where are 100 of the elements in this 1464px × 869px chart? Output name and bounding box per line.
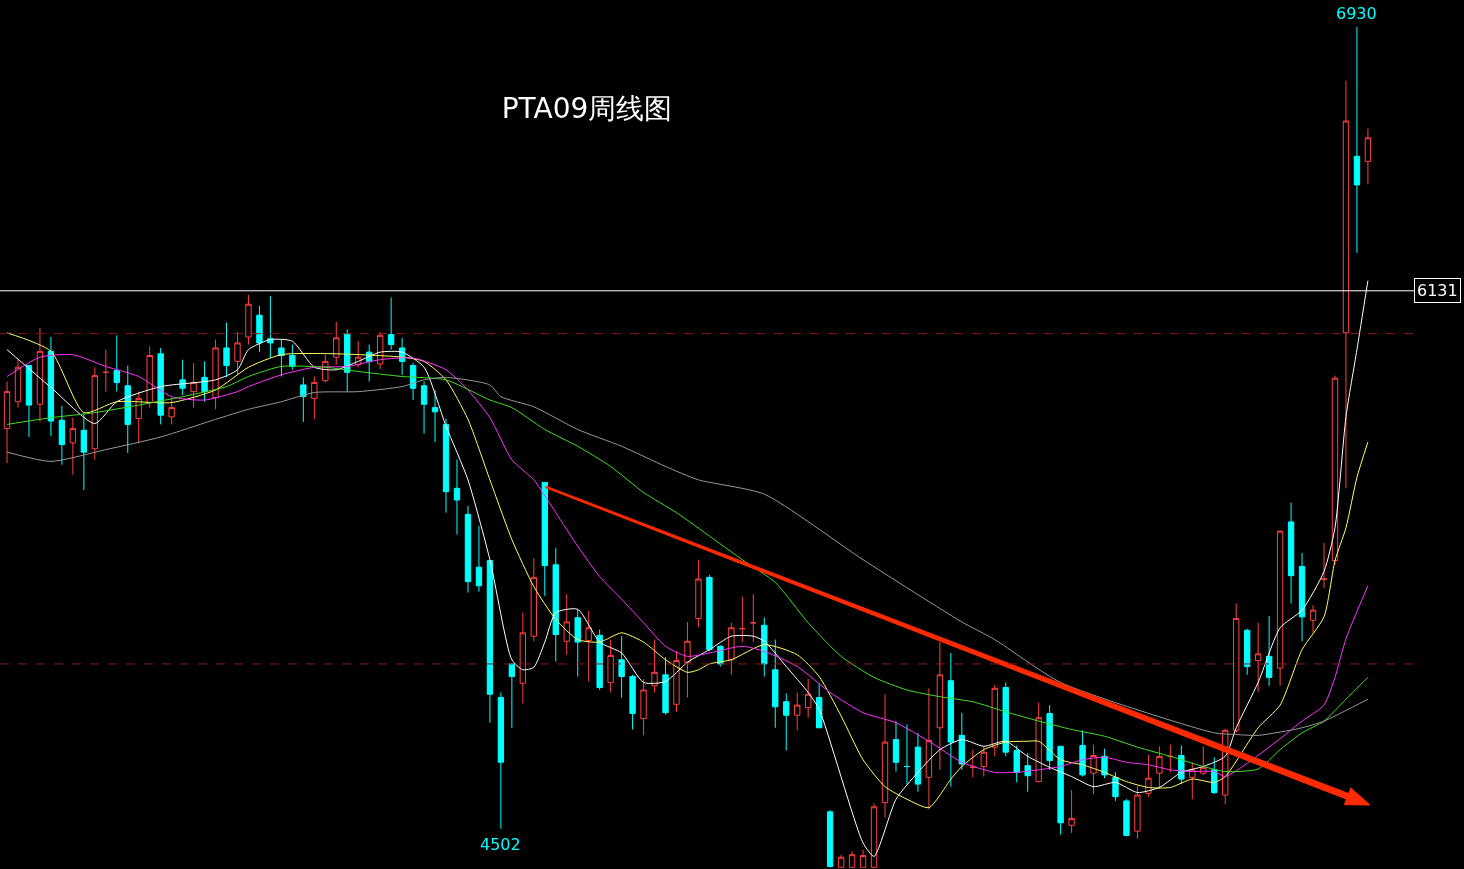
annotation: 6930 xyxy=(1336,4,1377,23)
candlestick xyxy=(574,608,581,678)
candlestick xyxy=(256,305,263,353)
candlestick xyxy=(453,459,461,536)
candlestick xyxy=(925,687,933,810)
candlestick xyxy=(519,612,527,704)
candlestick xyxy=(3,381,11,464)
candlestick xyxy=(179,359,186,396)
candlestick xyxy=(914,732,922,793)
candlestick xyxy=(826,809,834,868)
candlestick xyxy=(783,692,790,751)
candlestick xyxy=(1024,752,1031,793)
candlestick xyxy=(212,339,219,410)
candlestick xyxy=(618,635,625,699)
candlestick xyxy=(234,331,241,376)
candlestick xyxy=(1035,702,1042,783)
candlestick xyxy=(673,650,680,713)
candlestick xyxy=(58,405,66,466)
candlestick xyxy=(1002,681,1009,757)
candlestick xyxy=(289,344,296,371)
candlestick xyxy=(1013,744,1020,783)
candlestick xyxy=(739,596,746,643)
candlestick xyxy=(1046,704,1053,771)
candlestick xyxy=(530,557,538,642)
candlestick xyxy=(815,682,823,729)
candlestick xyxy=(508,662,516,729)
candlestick xyxy=(947,652,955,788)
candlestick xyxy=(25,365,33,438)
candlestick xyxy=(146,345,153,409)
candlestick xyxy=(113,334,120,393)
candlestick xyxy=(1243,628,1251,676)
candlestick xyxy=(706,574,713,652)
candlestick xyxy=(684,621,691,699)
candlestick xyxy=(1156,745,1163,790)
candlestick xyxy=(300,376,307,423)
candlestick xyxy=(969,749,976,778)
candlestick xyxy=(695,559,702,628)
candlestick xyxy=(1057,745,1064,836)
candlestick xyxy=(1265,615,1273,687)
candlestick xyxy=(1167,744,1174,773)
candlestick xyxy=(1112,771,1119,802)
candlestick xyxy=(640,678,647,736)
candlestick xyxy=(442,418,450,514)
candlestick xyxy=(47,336,55,437)
candlestick xyxy=(980,745,987,778)
candlestick xyxy=(91,366,99,461)
candlestick xyxy=(1276,529,1284,687)
candlestick xyxy=(750,593,757,643)
candlestick xyxy=(1068,789,1075,834)
candlestick xyxy=(14,359,22,409)
candlestick xyxy=(475,525,483,593)
candlestick xyxy=(431,389,439,443)
candlestick xyxy=(1211,756,1218,795)
candlestick xyxy=(497,692,505,830)
candlestick xyxy=(69,417,77,476)
candlestick xyxy=(1353,26,1361,254)
candlestick xyxy=(420,381,428,435)
candlestick xyxy=(1189,761,1196,800)
candlestick xyxy=(662,656,669,715)
candlestick xyxy=(936,641,944,771)
candlestick xyxy=(1233,602,1240,734)
candlestick xyxy=(1298,552,1306,642)
candlestick xyxy=(552,547,559,662)
candlestick xyxy=(1309,604,1317,634)
candlestick xyxy=(223,322,230,378)
candlestick xyxy=(333,321,340,366)
text: 6131 xyxy=(1417,281,1458,300)
candlestick xyxy=(881,693,889,819)
candlestick xyxy=(585,610,592,683)
candlestick xyxy=(80,413,88,491)
candlestick xyxy=(36,327,44,423)
candlestick xyxy=(245,294,252,346)
candlestick xyxy=(794,692,801,731)
candlestick xyxy=(190,362,197,409)
candlestick xyxy=(607,639,614,694)
candlestick xyxy=(1123,798,1130,837)
candlestick xyxy=(541,481,548,597)
candlestick xyxy=(387,297,395,351)
candlestick xyxy=(629,674,636,730)
candlestick xyxy=(1342,80,1350,489)
candlestick xyxy=(1254,622,1262,693)
candlestick xyxy=(728,622,735,676)
candlestick xyxy=(1287,502,1295,604)
candlestick xyxy=(772,639,779,729)
candlestick xyxy=(892,720,900,773)
candlestick xyxy=(486,559,494,724)
candlestick xyxy=(157,347,164,425)
candlestick xyxy=(464,505,472,593)
candlestick xyxy=(651,639,658,694)
candlestick xyxy=(1134,785,1141,840)
candlestick xyxy=(311,376,318,420)
candlestick xyxy=(958,712,966,771)
candlestick xyxy=(1364,128,1372,185)
candlestick xyxy=(596,628,603,691)
candlestick xyxy=(124,365,131,454)
candlestick xyxy=(1079,729,1086,778)
candlestick xyxy=(201,360,208,403)
annotation: 4502 xyxy=(480,835,521,854)
candlestick xyxy=(102,349,109,393)
text: PTA09周线图 xyxy=(501,91,673,125)
